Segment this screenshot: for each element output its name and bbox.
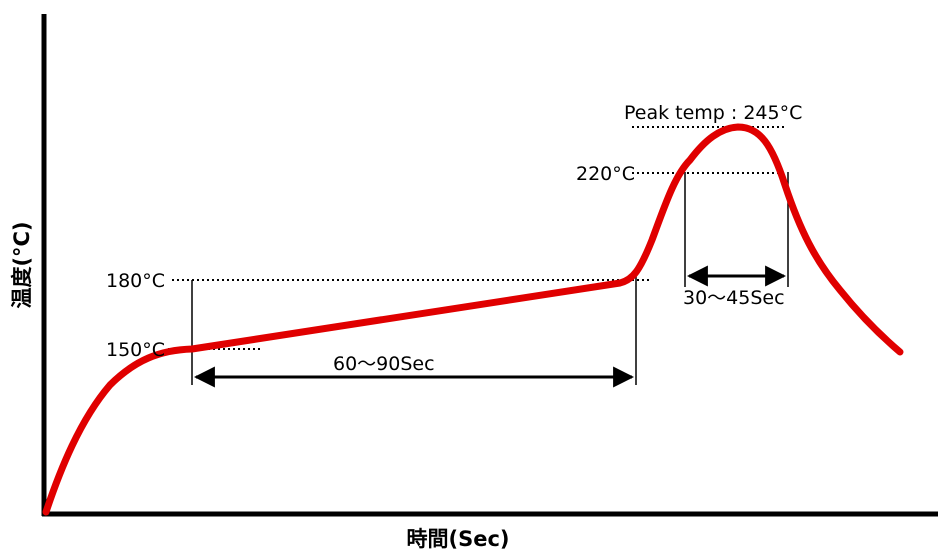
x-axis-title: 時間(Sec) [406, 527, 509, 551]
y-axis-title: 温度(°C) [10, 221, 34, 308]
preheat-duration-label: 60～90Sec [333, 353, 435, 375]
peak-temp-label: Peak temp : 245°C [624, 102, 802, 124]
label-180: 180°C [106, 270, 165, 292]
label-150: 150°C [106, 339, 165, 361]
label-220: 220°C [576, 163, 635, 185]
profile-curve [42, 123, 904, 516]
reflow-duration-label: 30～45Sec [683, 287, 785, 309]
